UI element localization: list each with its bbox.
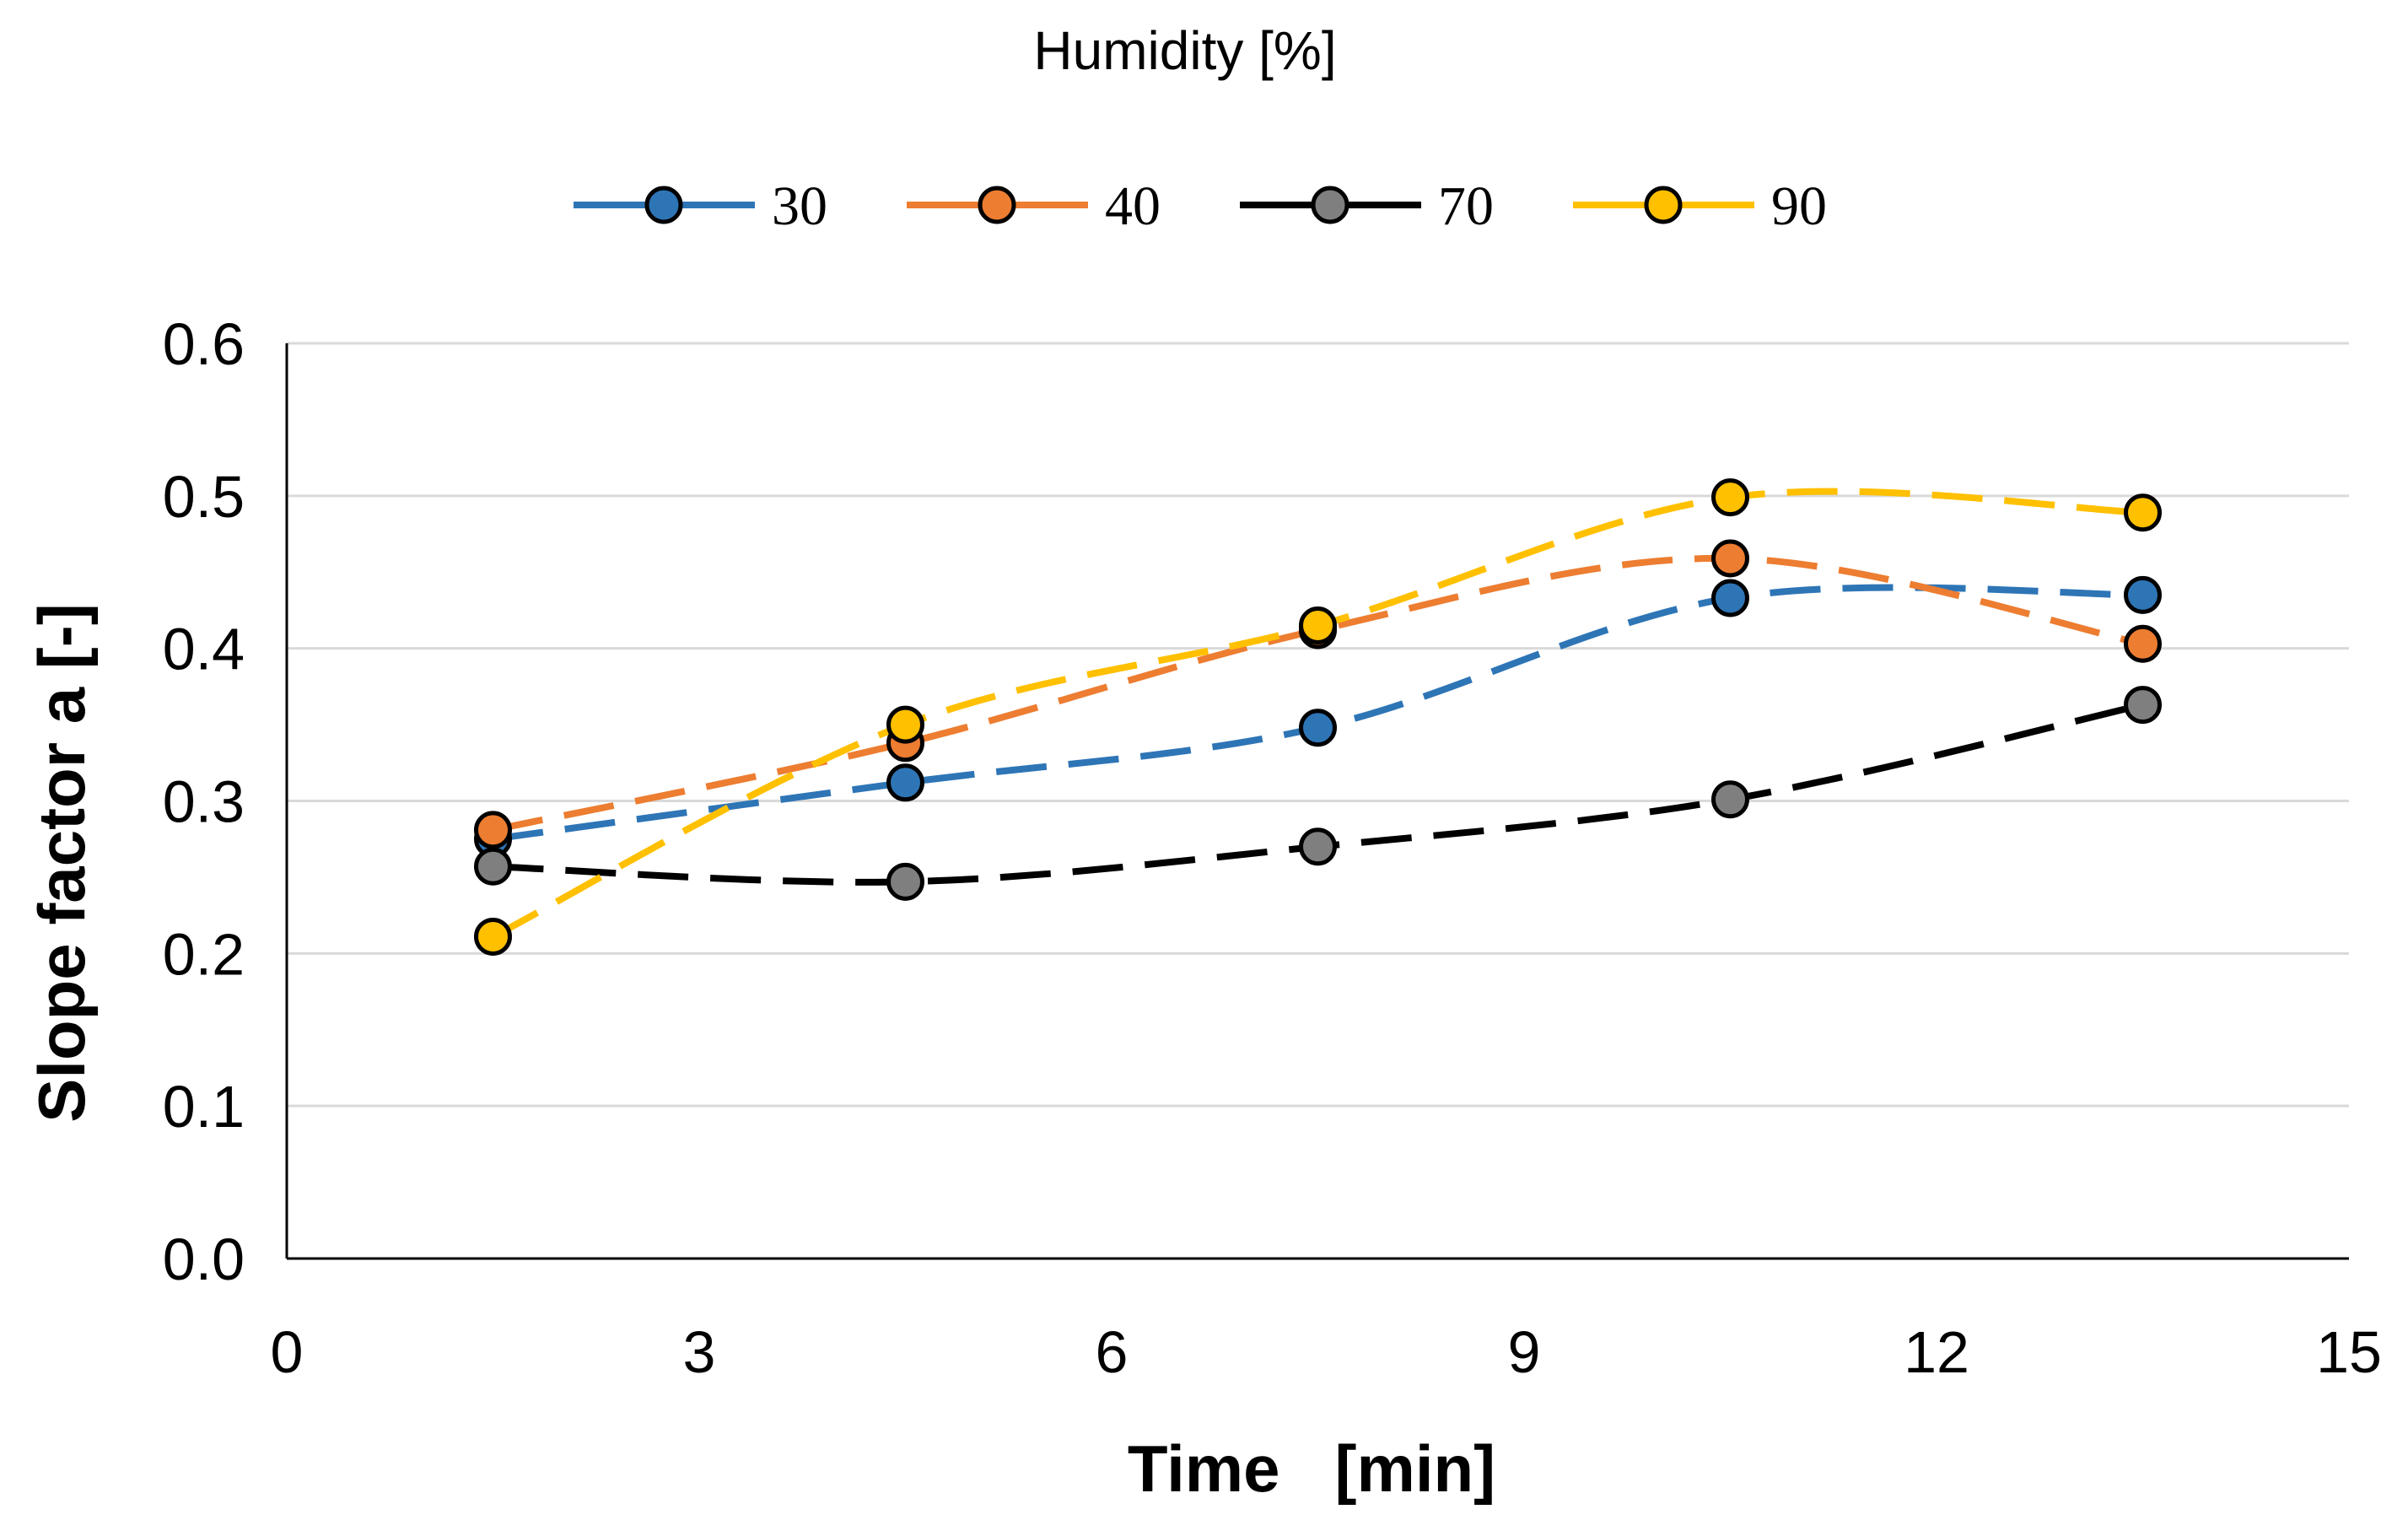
legend-label-30: 30 — [772, 175, 827, 237]
x-tick-label: 6 — [1096, 1319, 1129, 1385]
x-tick-label: 0 — [271, 1319, 304, 1385]
data-point-70-1 — [886, 862, 924, 901]
data-point-90-3 — [1711, 478, 1749, 517]
y-tick-label: 0.4 — [163, 617, 245, 682]
data-point-40-0 — [474, 811, 512, 849]
x-axis-label: Time [min] — [1128, 1431, 1495, 1506]
axes — [285, 343, 2349, 1260]
y-tick-labels: 0.0 0.1 0.2 0.3 0.4 0.5 0.6 — [163, 311, 245, 1292]
data-point-70-2 — [1299, 827, 1337, 866]
x-tick-labels: 0 3 6 9 12 15 — [271, 1319, 2382, 1385]
data-point-70-0 — [474, 847, 512, 886]
series-markers — [474, 478, 2162, 956]
data-point-70-4 — [2124, 686, 2162, 725]
data-point-30-4 — [2124, 575, 2162, 614]
y-tick-label: 0.3 — [163, 769, 245, 835]
data-point-30-1 — [886, 763, 924, 802]
legend-marker-70 — [1311, 186, 1349, 224]
data-point-90-0 — [474, 917, 512, 956]
data-point-90-1 — [886, 705, 924, 744]
gridlines — [287, 342, 2349, 1108]
y-tick-label: 0.6 — [163, 311, 245, 377]
legend-label-90: 90 — [1771, 175, 1827, 237]
y-axis-label: Slope factor a [-] — [24, 603, 99, 1122]
data-point-90-2 — [1299, 606, 1337, 645]
series-line-40 — [492, 554, 2144, 833]
legend-title: Humidity [%] — [1033, 20, 1336, 81]
data-point-40-4 — [2124, 624, 2162, 663]
x-tick-label: 15 — [2316, 1319, 2382, 1385]
legend-marker-90 — [1644, 186, 1683, 224]
legend-label-40: 40 — [1105, 175, 1161, 237]
y-tick-label: 0.2 — [163, 921, 245, 987]
data-point-30-2 — [1299, 709, 1337, 747]
data-point-30-3 — [1711, 579, 1749, 617]
y-tick-label: 0.0 — [163, 1226, 245, 1292]
x-tick-label: 3 — [683, 1319, 716, 1385]
y-tick-label: 0.5 — [163, 464, 245, 530]
legend-marker-40 — [978, 186, 1016, 224]
data-point-40-3 — [1711, 539, 1749, 578]
legend-marker-30 — [644, 186, 683, 224]
x-tick-label: 12 — [1904, 1319, 1969, 1385]
data-point-70-3 — [1711, 780, 1749, 819]
x-tick-label: 9 — [1508, 1319, 1541, 1385]
y-tick-label: 0.1 — [163, 1074, 245, 1140]
legend-label-70: 70 — [1438, 175, 1494, 237]
legend: 30 40 70 90 — [574, 175, 1827, 237]
data-point-90-4 — [2124, 493, 2162, 532]
